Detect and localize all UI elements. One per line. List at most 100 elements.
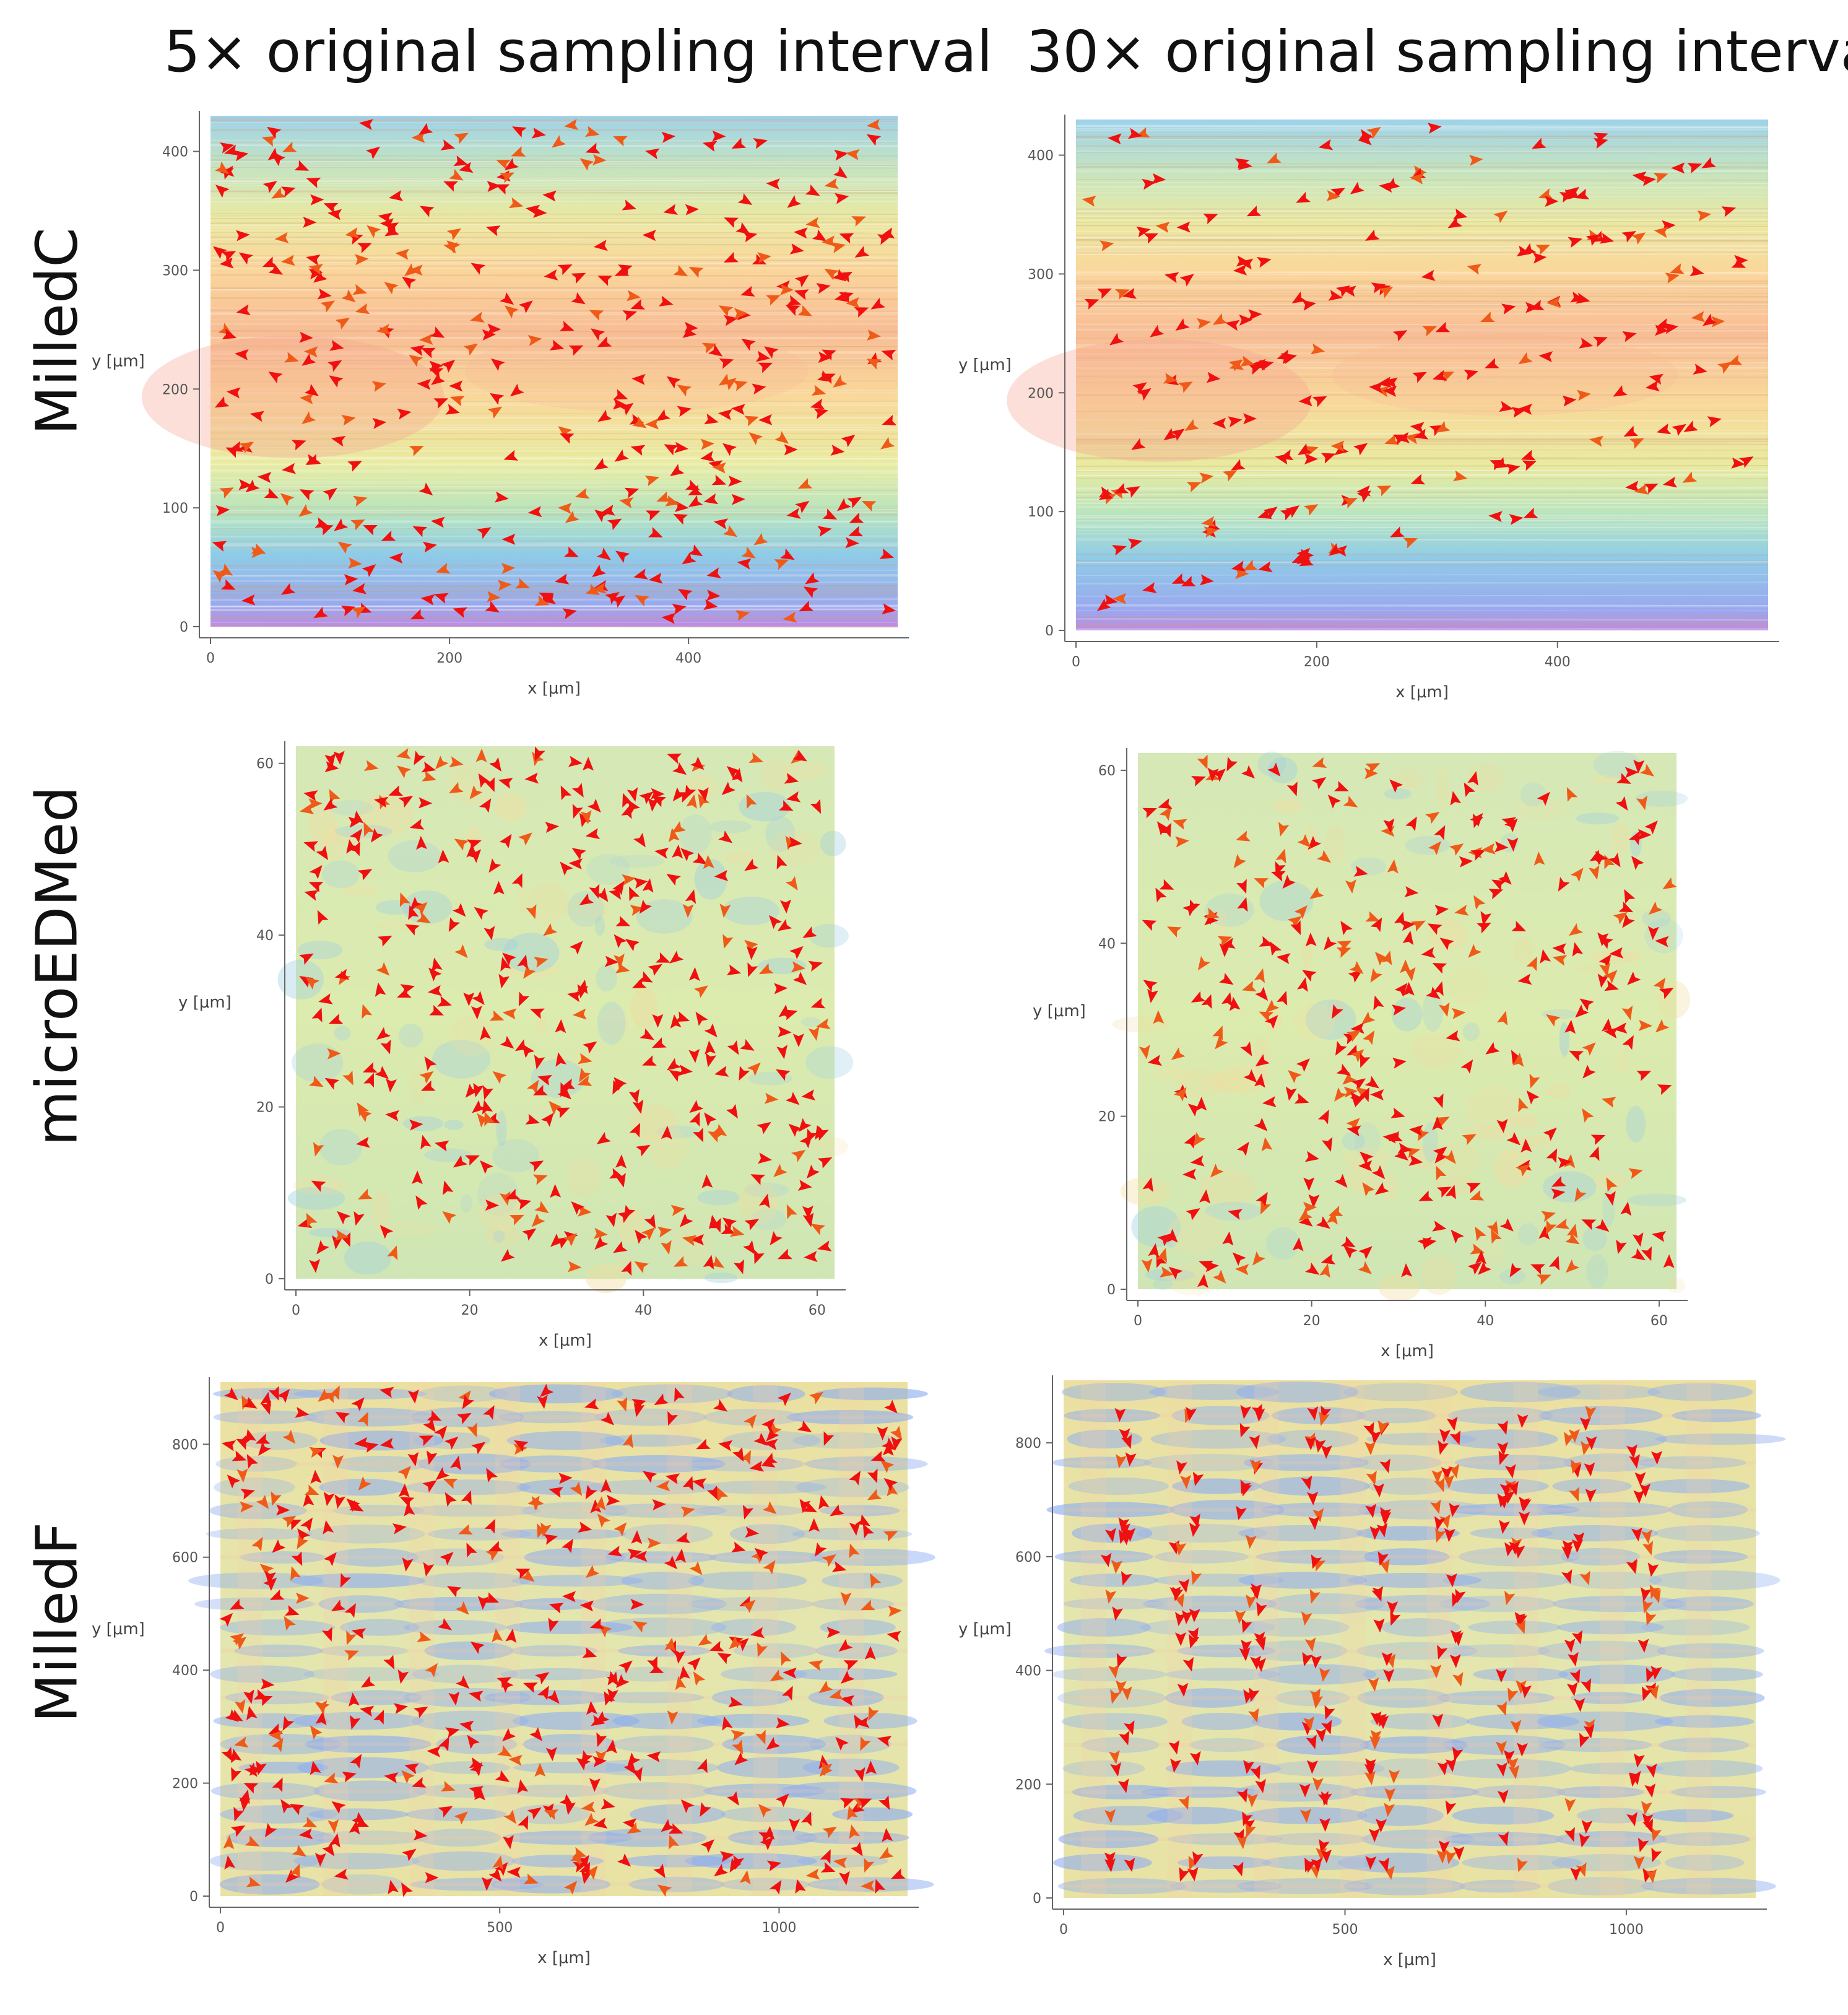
x-tick-label: 400: [1545, 655, 1571, 670]
vector-arrow: [744, 1414, 757, 1429]
vector-arrow: [1373, 1618, 1385, 1633]
vector-arrow: [329, 375, 344, 388]
y-tick-label: 200: [172, 1777, 198, 1792]
vector-arrow: [1142, 1177, 1153, 1192]
vector-arrow: [1452, 1746, 1464, 1762]
vector-arrow: [570, 1481, 583, 1496]
vector-arrow: [1629, 1454, 1640, 1469]
vector-arrow: [1311, 1655, 1322, 1669]
vector-arrow: [373, 1710, 384, 1725]
vector-arrow: [1468, 154, 1483, 166]
vector-arrow: [1496, 1701, 1507, 1716]
vector-arrow: [783, 1009, 798, 1021]
vector-arrow: [1113, 593, 1127, 604]
vector-arrow: [505, 1629, 517, 1643]
vector-arrow: [1532, 252, 1547, 264]
vector-arrow: [294, 160, 310, 171]
vector-arrow: [786, 1204, 797, 1219]
vector-arrow: [1467, 264, 1481, 275]
vector-arrow: [1514, 1619, 1525, 1634]
vector-arrow: [693, 1671, 706, 1686]
vector-arrow: [739, 1066, 750, 1081]
vector-arrow: [1670, 263, 1685, 274]
vector-arrow: [562, 1591, 576, 1603]
vector-arrow: [289, 1803, 305, 1816]
vector-arrow: [1509, 1263, 1522, 1277]
vector-arrow: [1493, 211, 1508, 224]
vector-arrow: [1257, 508, 1272, 519]
vector-arrow: [313, 1142, 324, 1157]
vector-arrow: [506, 1866, 521, 1878]
vector-arrow: [615, 551, 630, 563]
vector-arrow: [817, 526, 832, 537]
vector-arrow: [1507, 1757, 1519, 1772]
vector-arrow: [555, 1052, 566, 1067]
vector-arrow: [753, 138, 768, 149]
vector-arrow: [448, 781, 464, 794]
vector-arrow: [1189, 1634, 1200, 1649]
vector-arrow: [377, 936, 393, 947]
vector-arrow: [446, 1586, 462, 1598]
vector-arrow: [579, 1861, 591, 1877]
y-tick-label: 800: [172, 1437, 198, 1453]
vector-arrow: [1294, 905, 1308, 920]
vector-arrow: [1175, 318, 1190, 331]
vector-arrow: [1351, 1078, 1366, 1091]
vector-arrow: [1533, 851, 1545, 866]
vector-arrow: [1119, 1730, 1130, 1746]
vector-arrow: [1330, 188, 1345, 199]
vector-arrow: [633, 1403, 645, 1417]
vector-arrow: [1519, 1496, 1530, 1511]
vector-arrow: [1312, 1694, 1323, 1709]
vector-arrow: [1178, 381, 1193, 393]
vector-arrow: [1267, 762, 1281, 777]
vector-arrow: [833, 165, 848, 178]
vector-arrow: [1175, 836, 1189, 848]
x-tick-label: 20: [1303, 1313, 1321, 1329]
vector-arrow: [766, 1860, 782, 1871]
vector-arrow: [714, 870, 729, 881]
axes: [279, 741, 846, 1296]
vector-arrow: [562, 1538, 573, 1554]
vector-arrow: [609, 1168, 624, 1179]
y-tick-label: 200: [1028, 386, 1054, 401]
vector-arrow: [1229, 996, 1241, 1011]
vector-arrow: [622, 1434, 633, 1448]
vector-arrow: [527, 335, 542, 346]
surface-texture: [1044, 1380, 1786, 1898]
vector-arrow: [372, 417, 387, 429]
vector-arrow: [1501, 817, 1517, 828]
vector-arrow: [1655, 936, 1669, 947]
vector-arrow: [1663, 1254, 1675, 1268]
vector-arrow: [1636, 1071, 1652, 1081]
vector-arrow: [1163, 373, 1178, 384]
vector-arrow: [289, 1863, 300, 1879]
vector-arrow: [1384, 1788, 1396, 1802]
vector-arrow: [236, 230, 250, 242]
vector-arrow: [1243, 1689, 1254, 1704]
vector-arrow: [224, 1387, 238, 1401]
vector-arrow: [1581, 1819, 1593, 1834]
vector-arrow: [1304, 1437, 1316, 1451]
vector-arrow: [500, 292, 514, 305]
vector-arrow: [833, 1857, 848, 1869]
vector-arrow: [1568, 1487, 1579, 1502]
x-tick-label: 60: [1651, 1313, 1668, 1329]
vector-arrow: [1520, 1138, 1532, 1153]
vector-arrow: [829, 1689, 844, 1700]
vector-arrow: [527, 1079, 539, 1095]
vector-arrow: [1160, 822, 1171, 838]
vector-arrow: [1168, 1266, 1183, 1280]
vector-arrow: [1159, 879, 1174, 890]
vector-arrow: [1451, 1008, 1466, 1019]
axes: [1059, 115, 1779, 648]
vector-arrow: [615, 962, 630, 973]
vector-arrow: [462, 1395, 474, 1409]
vector-arrow: [1254, 1117, 1268, 1131]
vector-arrow: [1112, 1606, 1124, 1621]
vector-arrow: [794, 274, 809, 287]
vector-arrow: [351, 606, 366, 619]
vector-arrow: [1664, 323, 1679, 334]
vector-arrow: [1275, 848, 1286, 864]
vector-arrow: [1511, 921, 1527, 931]
